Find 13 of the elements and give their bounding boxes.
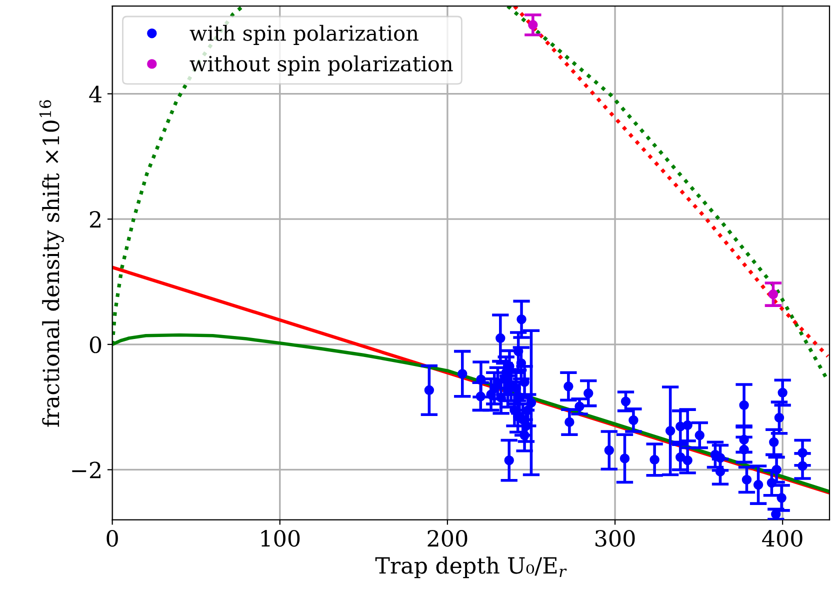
- legend-label: without spin polarization: [190, 55, 453, 76]
- x-tick-label: 300: [596, 530, 635, 547]
- legend-label: with spin polarization: [190, 24, 418, 45]
- x-tick-label: 0: [106, 530, 118, 547]
- y-tick-label: −2: [72, 462, 100, 478]
- x-tick-label: 400: [762, 530, 802, 547]
- y-tick-label: 0: [90, 336, 102, 354]
- x-tick-label: 100: [261, 530, 300, 547]
- y-tick-label: 2: [90, 211, 100, 228]
- y-axis-title: fractional density shift ×10$^{16}$: [39, 100, 64, 427]
- y-tick-label: 4: [89, 86, 102, 102]
- x-tick-label: 200: [428, 530, 468, 547]
- x-axis-title: Trap depth U₀/E$_{r}$: [375, 556, 567, 578]
